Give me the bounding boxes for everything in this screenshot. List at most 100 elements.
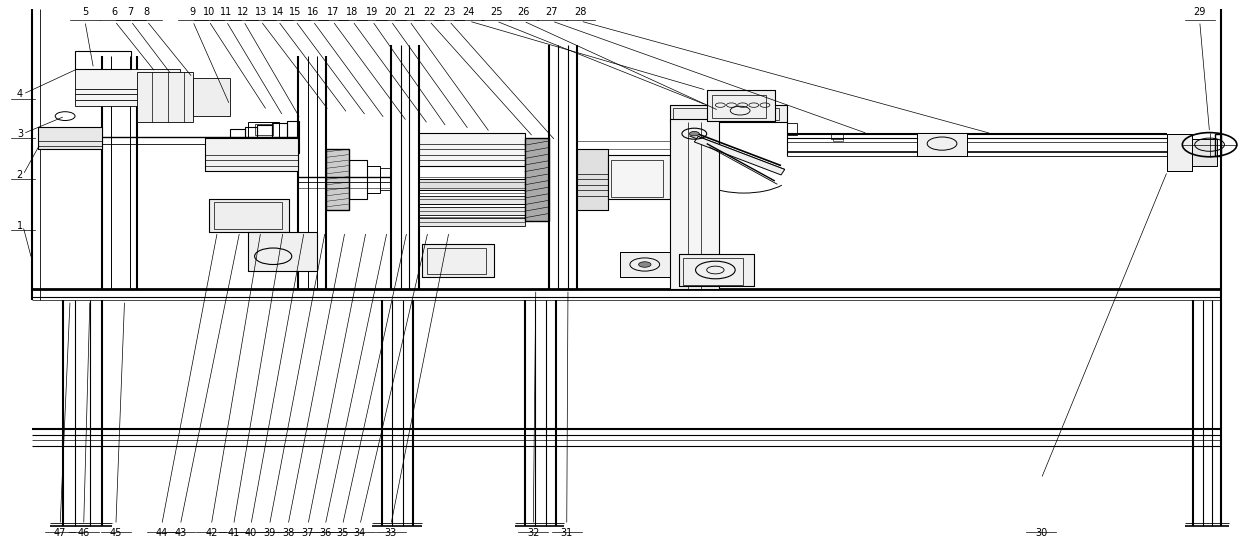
Bar — [670, 119, 719, 289]
Bar — [608, 155, 670, 198]
Text: 23: 23 — [443, 7, 455, 17]
Text: 42: 42 — [205, 528, 217, 538]
Bar — [608, 155, 670, 198]
Bar — [1214, 134, 1220, 156]
Bar — [136, 72, 192, 122]
Text: 5: 5 — [82, 7, 88, 17]
Bar — [419, 218, 525, 226]
Bar — [74, 51, 130, 69]
Text: 36: 36 — [319, 528, 331, 538]
Bar — [427, 248, 486, 274]
Text: 6: 6 — [112, 7, 118, 17]
Text: 40: 40 — [244, 528, 257, 538]
Bar — [670, 105, 787, 122]
Bar — [577, 149, 608, 209]
Bar — [326, 149, 348, 209]
Bar — [286, 121, 299, 154]
Bar — [379, 168, 389, 190]
Bar — [38, 127, 102, 149]
Text: 26: 26 — [517, 7, 529, 17]
Bar — [680, 253, 754, 287]
Bar — [1168, 134, 1192, 171]
Text: 14: 14 — [272, 7, 284, 17]
Text: 31: 31 — [560, 528, 573, 538]
Bar — [787, 123, 797, 135]
Bar — [248, 122, 279, 138]
Text: 8: 8 — [144, 7, 150, 17]
Text: 10: 10 — [202, 7, 215, 17]
Bar — [525, 138, 549, 220]
Bar — [248, 231, 316, 271]
Text: 37: 37 — [301, 528, 314, 538]
Text: 29: 29 — [1193, 7, 1205, 17]
Bar — [208, 198, 289, 231]
Text: 34: 34 — [353, 528, 366, 538]
Bar — [192, 78, 229, 116]
Text: 16: 16 — [306, 7, 319, 17]
Bar — [326, 149, 348, 209]
Bar — [918, 133, 967, 156]
Text: 45: 45 — [109, 528, 122, 538]
Bar — [620, 252, 670, 277]
Text: 19: 19 — [366, 7, 378, 17]
Text: 4: 4 — [17, 89, 24, 99]
Text: 21: 21 — [403, 7, 415, 17]
Bar — [831, 134, 843, 139]
Text: 27: 27 — [546, 7, 558, 17]
Bar — [577, 149, 608, 209]
Bar — [670, 105, 787, 122]
Bar — [419, 179, 525, 190]
Bar — [1192, 139, 1216, 166]
Bar — [74, 69, 180, 106]
Polygon shape — [694, 137, 785, 175]
Bar — [1192, 139, 1216, 166]
Text: 44: 44 — [155, 528, 167, 538]
Bar — [670, 119, 719, 289]
Bar — [419, 196, 525, 204]
Text: 13: 13 — [254, 7, 267, 17]
Text: 25: 25 — [490, 7, 502, 17]
Text: 11: 11 — [219, 7, 232, 17]
Text: 9: 9 — [190, 7, 196, 17]
Bar — [208, 198, 289, 231]
Bar — [419, 207, 525, 215]
Bar — [213, 202, 281, 229]
Text: 18: 18 — [346, 7, 358, 17]
Text: 28: 28 — [574, 7, 587, 17]
Bar — [680, 253, 754, 287]
Text: 43: 43 — [174, 528, 186, 538]
Bar — [38, 127, 102, 149]
Text: 32: 32 — [527, 528, 539, 538]
Bar — [673, 108, 779, 120]
Text: 24: 24 — [463, 7, 475, 17]
Bar — [611, 160, 663, 197]
Text: 7: 7 — [128, 7, 134, 17]
Bar — [422, 244, 494, 277]
Bar — [348, 160, 367, 198]
Bar — [248, 231, 316, 271]
Bar — [205, 138, 298, 171]
Bar — [367, 166, 379, 193]
Bar — [1168, 134, 1192, 171]
Bar — [620, 252, 670, 277]
Text: 35: 35 — [336, 528, 348, 538]
Text: 1: 1 — [17, 221, 24, 231]
Bar — [205, 138, 298, 171]
Bar — [419, 133, 525, 166]
Text: 41: 41 — [227, 528, 239, 538]
Text: 3: 3 — [17, 129, 24, 139]
Circle shape — [639, 262, 651, 267]
Bar — [180, 86, 198, 100]
Bar — [422, 244, 494, 277]
Bar — [683, 258, 743, 285]
Bar — [257, 125, 272, 149]
Bar — [525, 138, 549, 220]
Bar — [833, 138, 843, 142]
Bar — [272, 123, 286, 152]
Text: 39: 39 — [263, 528, 275, 538]
Text: 17: 17 — [326, 7, 339, 17]
Bar — [707, 90, 775, 121]
Text: 30: 30 — [1035, 528, 1048, 538]
Bar — [712, 95, 766, 118]
Text: 46: 46 — [78, 528, 89, 538]
